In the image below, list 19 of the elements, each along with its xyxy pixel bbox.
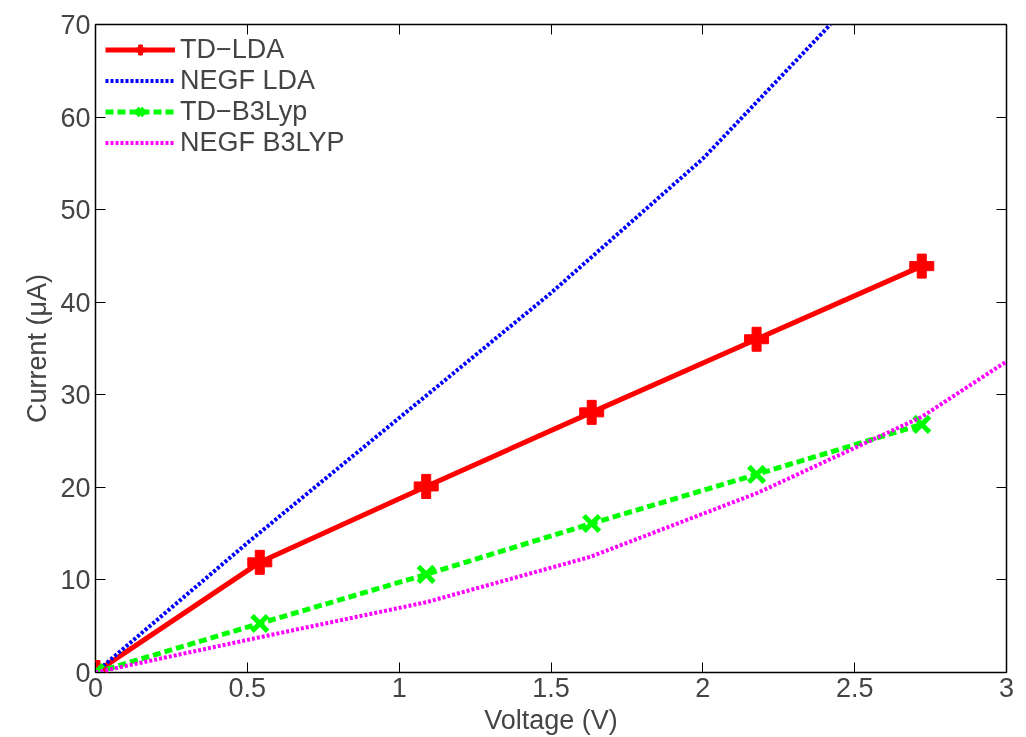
legend-label: NEGF B3LYP — [180, 127, 345, 158]
y-tick-label: 60 — [60, 102, 91, 133]
y-tick-label: 40 — [60, 287, 91, 318]
legend-label: NEGF LDA — [180, 65, 316, 96]
x-tick-label: 2 — [695, 672, 711, 703]
y-tick-label: 20 — [60, 472, 91, 503]
x-axis-title: Voltage (V) — [484, 704, 618, 735]
x-tick-label: 2.5 — [835, 672, 874, 703]
x-tick-label: 1.5 — [532, 672, 570, 703]
y-tick-label: 30 — [60, 380, 91, 411]
y-tick-label: 70 — [60, 10, 91, 40]
x-tick-label: 1 — [391, 672, 407, 703]
legend-label: TD−B3Lyp — [180, 96, 308, 127]
y-tick-label: 50 — [60, 195, 91, 226]
y-axis-title: Current (μA) — [22, 273, 53, 424]
y-tick-label: 10 — [60, 565, 91, 596]
x-tick-label: 0.5 — [228, 672, 267, 703]
x-tick-label: 3 — [998, 672, 1015, 703]
legend-label: TD−LDA — [180, 34, 285, 65]
